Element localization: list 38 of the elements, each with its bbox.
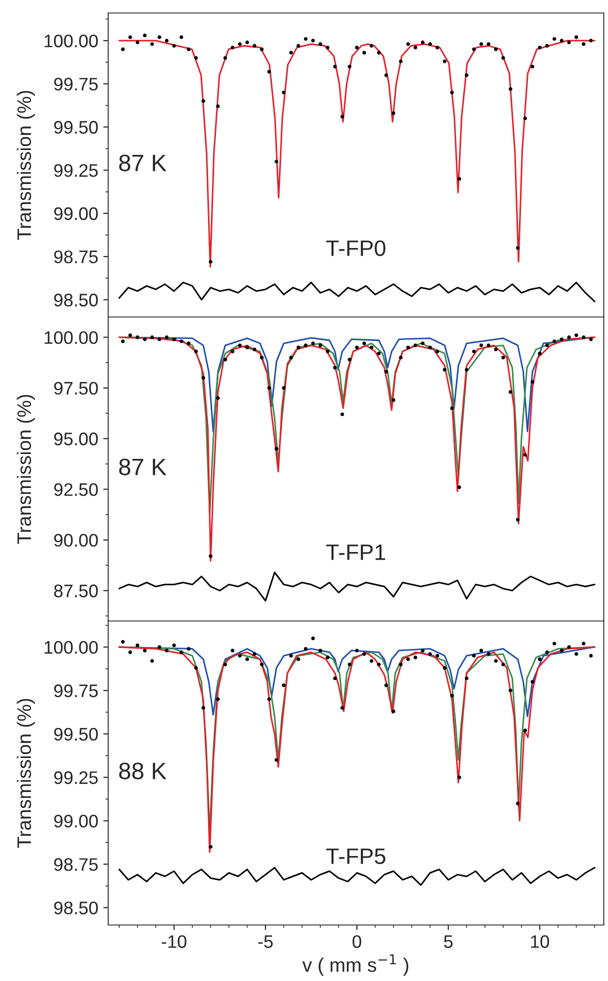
y-tick-label: 99.25 xyxy=(54,771,98,784)
y-tick-label: 99.75 xyxy=(54,684,98,698)
y-tick-label: 95.00 xyxy=(54,432,98,446)
x-tick-label: 0 xyxy=(352,935,362,948)
y-tick-label: 100.00 xyxy=(44,640,98,654)
annotation: T-FP0 xyxy=(326,240,386,256)
y-axis-title: Transmission (%) xyxy=(16,698,35,848)
y-tick-label: 99.00 xyxy=(54,814,98,828)
y-tick-label: 97.50 xyxy=(54,382,98,395)
y-tick-label: 90.00 xyxy=(54,534,98,547)
y-tick-label: 87.50 xyxy=(54,584,98,598)
line-series xyxy=(118,866,596,886)
annotation: 87 K xyxy=(119,458,166,476)
line-series xyxy=(118,282,596,302)
x-tick-label: 10 xyxy=(531,935,550,948)
y-tick-label: 98.75 xyxy=(54,858,98,871)
y-tick-label: 99.75 xyxy=(54,78,98,91)
annotation: T-FP5 xyxy=(326,848,386,864)
x-axis-title: v ( mm s$^{−1}$ ) xyxy=(302,954,408,976)
x-tick-label: 5 xyxy=(444,935,453,948)
y-tick-label: 99.25 xyxy=(54,164,98,177)
y-axis-title: Transmission (%) xyxy=(16,90,35,240)
annotation: 87 K xyxy=(119,154,166,172)
y-tick-label: 98.50 xyxy=(54,294,98,306)
y-tick-label: 99.50 xyxy=(54,120,98,134)
y-tick-label: 100.00 xyxy=(44,331,98,344)
line-series xyxy=(118,572,596,602)
x-tick-label: -10 xyxy=(162,935,186,948)
y-tick-label: 99.50 xyxy=(54,728,98,741)
y-axis-title: Transmission (%) xyxy=(16,394,35,544)
x-tick-label: -5 xyxy=(258,935,273,948)
y-tick-label: 100.00 xyxy=(44,34,98,48)
y-tick-label: 92.50 xyxy=(54,483,98,496)
y-tick-label: 98.50 xyxy=(54,902,98,914)
annotation: T-FP1 xyxy=(326,544,386,560)
annotation: 88 K xyxy=(119,762,166,780)
y-tick-label: 99.00 xyxy=(54,207,98,220)
y-tick-label: 98.75 xyxy=(54,250,98,264)
